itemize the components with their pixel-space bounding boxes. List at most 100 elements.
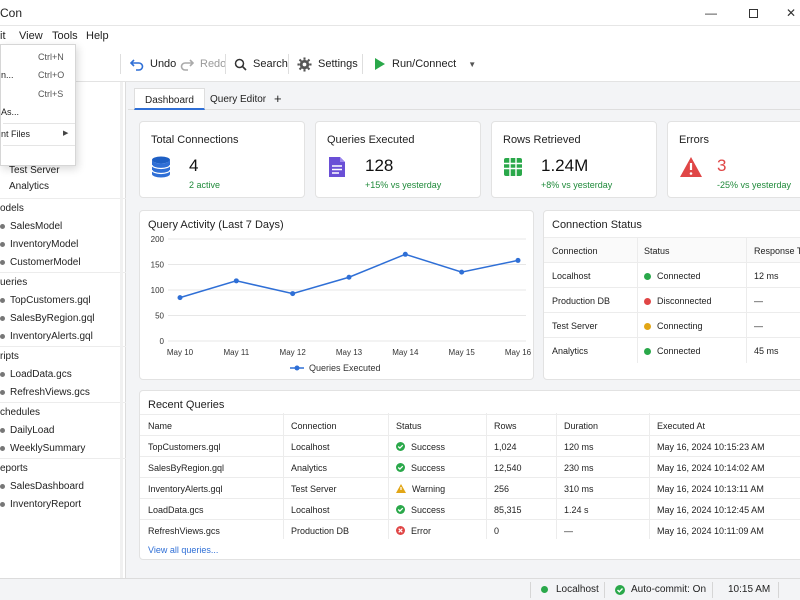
search-button[interactable]: Search	[234, 54, 288, 74]
data-point[interactable]	[402, 251, 408, 257]
menu-edit[interactable]: it	[0, 30, 6, 42]
column-header[interactable]: Executed At	[657, 421, 706, 431]
data-point[interactable]	[177, 295, 183, 301]
minimize-button[interactable]: —	[694, 0, 728, 26]
column-header[interactable]: Connection	[291, 421, 337, 431]
connection-status: Connected	[644, 346, 701, 356]
sidebar-item-inventoryreport[interactable]: InventoryReport	[0, 496, 81, 512]
undo-button[interactable]: Undo	[130, 54, 176, 74]
query-rows: 256	[494, 484, 510, 494]
menu-view[interactable]: View	[19, 30, 43, 42]
sidebar-item-label: InventoryModel	[10, 238, 79, 250]
sidebar-item-weeklysummary[interactable]: WeeklySummary	[0, 440, 85, 456]
status-separator	[712, 582, 713, 598]
table-row[interactable]: SalesByRegion.gql Analytics Success 12,540 2…	[140, 456, 800, 477]
sidebar-item-label: DailyLoad	[10, 424, 55, 436]
sidebar-section-queries[interactable]: ueries	[0, 277, 28, 288]
sidebar-item-topcustomers[interactable]: TopCustomers.gql	[0, 292, 91, 308]
query-name: TopCustomers.gql	[148, 442, 221, 452]
menu-tools[interactable]: Tools	[52, 30, 78, 42]
column-header[interactable]: Duration	[564, 421, 599, 431]
query-executed-at: May 16, 2024 10:11:09 AM	[657, 526, 764, 536]
response-time: —	[754, 296, 763, 306]
sidebar-item-test-server[interactable]: Test Server	[0, 162, 60, 178]
status-connection[interactable]: Localhost	[541, 584, 599, 595]
stat-subtext: 2 active	[189, 180, 221, 190]
response-time: 12 ms	[754, 271, 779, 281]
table-row[interactable]: RefreshViews.gcs Production DB Error 0 — May …	[140, 519, 800, 540]
column-header[interactable]: Name	[148, 421, 173, 431]
close-button[interactable]: ✕	[774, 0, 800, 26]
view-all-queries-link[interactable]: View all queries...	[148, 545, 219, 555]
sidebar-section-scripts[interactable]: ripts	[0, 351, 19, 362]
sidebar-section-reports[interactable]: eports	[0, 463, 28, 474]
sidebar-item-salesmodel[interactable]: SalesModel	[0, 218, 62, 234]
table-row[interactable]: LoadData.gcs Localhost Success 85,315 1.24 s…	[140, 498, 800, 519]
redo-icon	[180, 59, 194, 71]
sidebar-item-loaddata[interactable]: LoadData.gcs	[0, 366, 72, 382]
sidebar-item-inventoryalerts[interactable]: InventoryAlerts.gql	[0, 328, 93, 344]
model-icon	[0, 223, 5, 229]
menu-item-save-as[interactable]: As...	[1, 105, 77, 121]
sidebar-item-analytics[interactable]: Analytics	[0, 178, 49, 194]
sidebar-item-customermodel[interactable]: CustomerModel	[0, 254, 81, 270]
sidebar-section-schedules[interactable]: chedules	[0, 407, 41, 418]
column-header[interactable]: Status	[644, 246, 670, 256]
stat-title: Queries Executed	[327, 134, 415, 146]
query-status-label: Success	[411, 463, 446, 473]
data-point[interactable]	[346, 274, 352, 280]
section-title: Recent Queries	[148, 399, 225, 411]
stat-title: Errors	[679, 134, 709, 146]
title-bar: Con — ✕	[0, 0, 800, 26]
sidebar-item-label: CustomerModel	[10, 256, 81, 268]
query-connection: Localhost	[291, 442, 330, 452]
sidebar-item-salesbyregion[interactable]: SalesByRegion.gql	[0, 310, 95, 326]
tab-query-editor[interactable]: Query Editor	[210, 94, 267, 105]
menu-item-save[interactable]: Ctrl+S	[1, 87, 77, 103]
tab-dashboard[interactable]: Dashboard	[134, 88, 205, 110]
sidebar-item-salesdashboard[interactable]: SalesDashboard	[0, 478, 84, 494]
status-autocommit[interactable]: Auto-commit: On	[615, 584, 706, 595]
menu-item-open[interactable]: n... Ctrl+O	[1, 68, 77, 84]
table-row[interactable]: Analytics Connected 45 ms	[544, 337, 800, 362]
menu-item-recent-files[interactable]: nt Files ▶	[1, 127, 77, 143]
table-row[interactable]: InventoryAlerts.gql Test Server Warning 256…	[140, 477, 800, 498]
column-header[interactable]: Status	[396, 421, 422, 431]
settings-button[interactable]: Settings	[297, 54, 358, 74]
sidebar-scrollbar[interactable]	[120, 82, 123, 578]
legend-label: Queries Executed	[309, 363, 381, 373]
sidebar-item-inventorymodel[interactable]: InventoryModel	[0, 236, 78, 252]
x-tick-label: May 13	[336, 348, 363, 357]
run-connect-button[interactable]: Run/Connect ▼	[374, 54, 476, 74]
model-icon	[0, 241, 5, 247]
add-tab-button[interactable]: +	[274, 91, 282, 106]
data-point[interactable]	[290, 291, 296, 297]
table-row[interactable]: Production DB Disconnected —	[544, 287, 800, 312]
table-row[interactable]: Test Server Connecting —	[544, 312, 800, 337]
column-header[interactable]: Response Tim	[754, 246, 800, 256]
maximize-button[interactable]	[736, 0, 770, 26]
data-point[interactable]	[233, 278, 239, 284]
data-point[interactable]	[459, 269, 465, 275]
menu-help[interactable]: Help	[86, 30, 109, 42]
section-title: Connection Status	[552, 219, 642, 231]
sidebar-section-models[interactable]: odels	[0, 203, 24, 214]
table-row[interactable]: Localhost Connected 12 ms	[544, 262, 800, 287]
y-tick-label: 200	[151, 235, 165, 244]
column-header[interactable]: Rows	[494, 421, 517, 431]
stat-value: 3	[717, 156, 727, 175]
legend-swatch-marker	[294, 365, 300, 371]
sidebar-item-refreshviews[interactable]: RefreshViews.gcs	[0, 384, 90, 400]
sidebar-item-label: InventoryReport	[10, 498, 82, 510]
table-row[interactable]: TopCustomers.gql Localhost Success 1,024 120…	[140, 435, 800, 456]
chevron-down-icon[interactable]: ▼	[468, 59, 477, 69]
query-name: SalesByRegion.gql	[148, 463, 225, 473]
redo-button[interactable]: Redo	[180, 54, 226, 74]
column-divider	[637, 237, 638, 363]
data-point[interactable]	[515, 257, 521, 263]
menu-item-shortcut: Ctrl+O	[38, 70, 65, 80]
column-header[interactable]: Connection	[552, 246, 598, 256]
connection-status-label: Connected	[657, 346, 701, 356]
menu-item-new[interactable]: Ctrl+N	[1, 50, 77, 66]
sidebar-item-dailyload[interactable]: DailyLoad	[0, 422, 54, 438]
